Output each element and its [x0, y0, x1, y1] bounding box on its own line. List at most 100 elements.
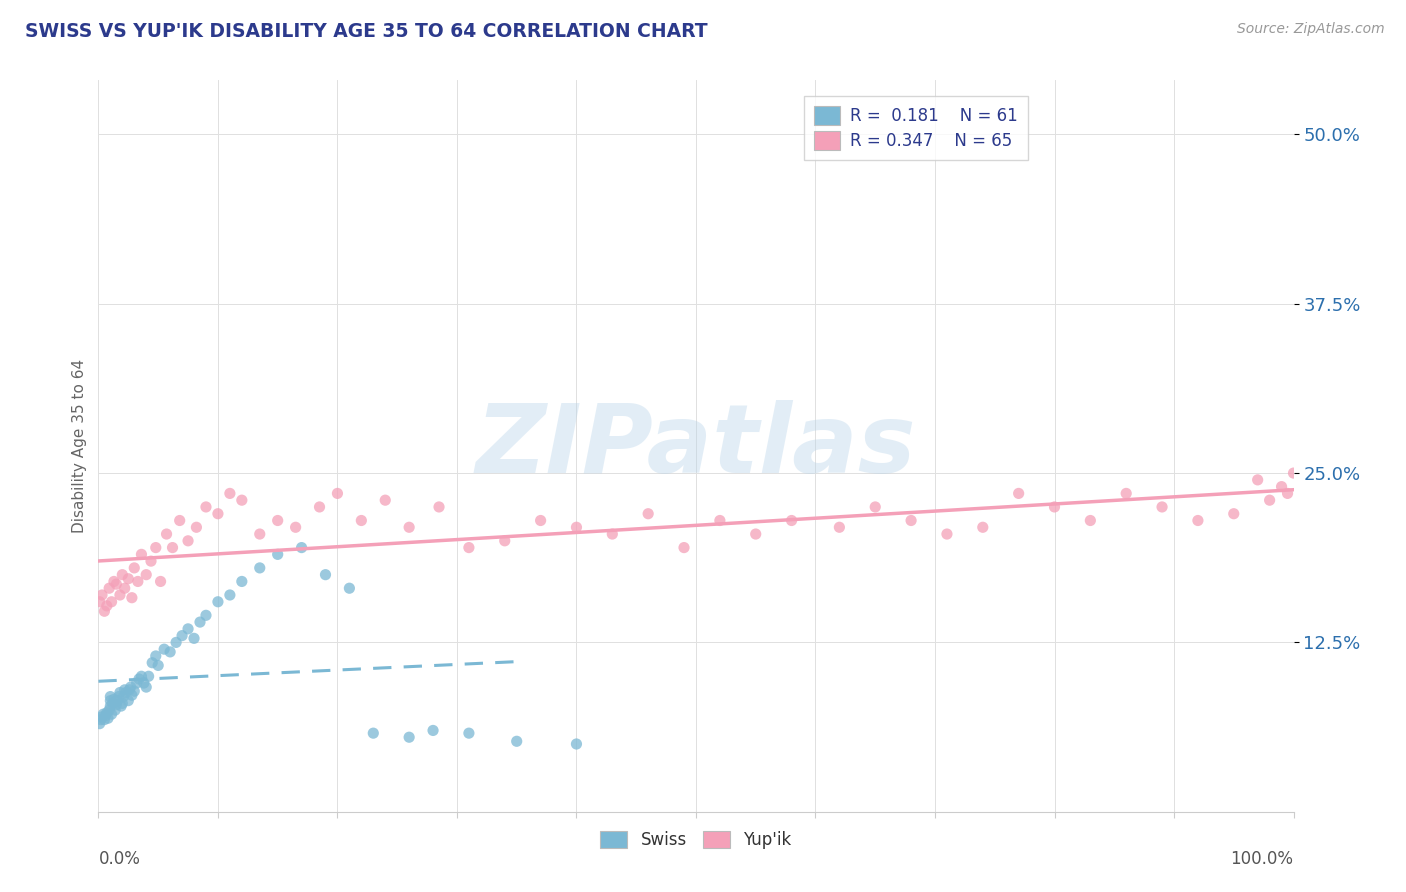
Point: [637, 507, 659, 521]
Point: [93, 604, 115, 618]
Point: [267, 547, 290, 561]
Point: [291, 541, 314, 555]
Point: [114, 581, 136, 595]
Text: Source: ZipAtlas.com: Source: ZipAtlas.com: [1237, 22, 1385, 37]
Legend: Swiss, Yup'ik: Swiss, Yup'ik: [593, 824, 799, 856]
Point: [145, 648, 167, 663]
Point: [398, 520, 420, 534]
Point: [135, 567, 157, 582]
Point: [1247, 473, 1270, 487]
Point: [91, 707, 114, 722]
Point: [673, 541, 696, 555]
Point: [121, 688, 143, 702]
Point: [207, 595, 229, 609]
Point: [427, 500, 450, 514]
Point: [141, 656, 163, 670]
Point: [107, 690, 129, 704]
Point: [972, 520, 994, 534]
Point: [97, 711, 120, 725]
Point: [1282, 466, 1305, 480]
Point: [117, 693, 139, 707]
Point: [98, 581, 121, 595]
Point: [112, 690, 135, 704]
Text: 0.0%: 0.0%: [98, 850, 141, 868]
Point: [110, 699, 132, 714]
Y-axis label: Disability Age 35 to 64: Disability Age 35 to 64: [72, 359, 87, 533]
Point: [108, 588, 131, 602]
Point: [131, 669, 153, 683]
Point: [1223, 507, 1246, 521]
Point: [135, 680, 157, 694]
Point: [1008, 486, 1031, 500]
Text: 100.0%: 100.0%: [1230, 850, 1294, 868]
Point: [111, 567, 134, 582]
Point: [118, 682, 141, 697]
Point: [267, 514, 290, 528]
Point: [103, 692, 125, 706]
Point: [138, 669, 160, 683]
Point: [188, 615, 211, 629]
Point: [1080, 514, 1102, 528]
Point: [1152, 500, 1174, 514]
Point: [865, 500, 887, 514]
Point: [565, 520, 588, 534]
Point: [132, 676, 155, 690]
Point: [326, 486, 349, 500]
Point: [125, 676, 148, 690]
Point: [115, 685, 138, 699]
Point: [100, 707, 122, 722]
Point: [363, 726, 385, 740]
Point: [96, 706, 118, 720]
Point: [117, 572, 139, 586]
Point: [120, 680, 142, 694]
Point: [398, 730, 420, 744]
Point: [207, 507, 229, 521]
Point: [91, 710, 114, 724]
Point: [828, 520, 851, 534]
Point: [105, 577, 128, 591]
Point: [1187, 514, 1209, 528]
Point: [249, 561, 271, 575]
Point: [103, 574, 125, 589]
Point: [100, 595, 122, 609]
Point: [145, 541, 167, 555]
Point: [602, 527, 624, 541]
Point: [98, 693, 122, 707]
Point: [114, 682, 136, 697]
Point: [1043, 500, 1066, 514]
Point: [231, 574, 253, 589]
Point: [107, 693, 129, 707]
Point: [108, 685, 131, 699]
Point: [159, 645, 181, 659]
Point: [374, 493, 396, 508]
Point: [124, 561, 146, 575]
Point: [96, 599, 118, 613]
Point: [219, 588, 242, 602]
Point: [1277, 486, 1299, 500]
Point: [162, 541, 184, 555]
Point: [231, 493, 253, 508]
Point: [90, 713, 112, 727]
Point: [1115, 486, 1137, 500]
Point: [936, 527, 959, 541]
Point: [98, 699, 122, 714]
Point: [458, 541, 481, 555]
Point: [172, 629, 194, 643]
Point: [780, 514, 803, 528]
Point: [155, 527, 177, 541]
Point: [745, 527, 768, 541]
Point: [530, 514, 553, 528]
Point: [249, 527, 271, 541]
Point: [139, 554, 162, 568]
Point: [219, 486, 242, 500]
Point: [1271, 480, 1294, 494]
Point: [709, 514, 731, 528]
Point: [177, 533, 200, 548]
Point: [98, 690, 122, 704]
Point: [93, 713, 115, 727]
Point: [101, 697, 124, 711]
Text: ZIPatlas: ZIPatlas: [475, 400, 917, 492]
Text: SWISS VS YUP'IK DISABILITY AGE 35 TO 64 CORRELATION CHART: SWISS VS YUP'IK DISABILITY AGE 35 TO 64 …: [25, 22, 709, 41]
Point: [350, 514, 373, 528]
Point: [284, 520, 307, 534]
